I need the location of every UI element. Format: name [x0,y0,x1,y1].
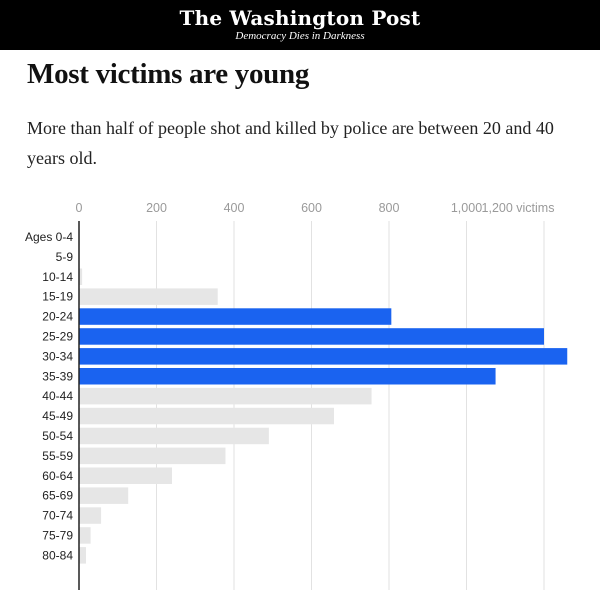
masthead: The Washington Post Democracy Dies in Da… [0,0,600,50]
category-label: 75-79 [42,528,73,542]
bar [79,547,86,564]
category-label: 10-14 [42,270,73,284]
category-label: 65-69 [42,489,73,503]
category-label: 40-44 [42,389,73,403]
x-tick-label: 600 [301,201,322,215]
article-dek: More than half of people shot and killed… [27,118,554,168]
bar [79,467,172,484]
bar [79,407,334,425]
x-tick-label: 800 [379,201,400,215]
bar [79,487,129,504]
category-label: 5-9 [56,250,74,264]
x-tick-label: 0 [76,201,83,215]
category-label: 50-54 [42,429,73,443]
x-tick-label: 200 [146,201,167,215]
bar [79,268,83,285]
bar [79,348,568,365]
bar [79,288,218,305]
bar [79,527,91,544]
category-label: 80-84 [42,548,73,562]
bar [79,308,392,325]
masthead-tagline: Democracy Dies in Darkness [235,30,365,42]
category-label: 30-34 [42,349,73,363]
category-label: 15-19 [42,290,73,304]
bar [79,507,102,524]
bar [79,447,226,465]
category-label: 20-24 [42,310,73,324]
bar [79,427,269,445]
x-tick-label: 1,000 [451,201,482,215]
bar [79,368,496,385]
x-tick-label: 400 [224,201,245,215]
category-label: 70-74 [42,509,73,523]
bar [79,328,544,345]
category-label: 60-64 [42,469,73,483]
bar [79,387,372,405]
category-label: 35-39 [42,369,73,383]
category-label: 25-29 [42,329,73,343]
x-tick-label: 1,200 victims [482,201,555,215]
category-label: 55-59 [42,449,73,463]
age-bar-chart: 0 200 400 600 800 1,000 1,200 victims Ages 0-4 5… [25,201,568,590]
category-label: Ages 0-4 [25,230,73,244]
category-label: 45-49 [42,409,73,423]
article-headline: Most victims are young [27,58,310,90]
washington-post-logo[interactable]: The Washington Post [179,6,421,30]
